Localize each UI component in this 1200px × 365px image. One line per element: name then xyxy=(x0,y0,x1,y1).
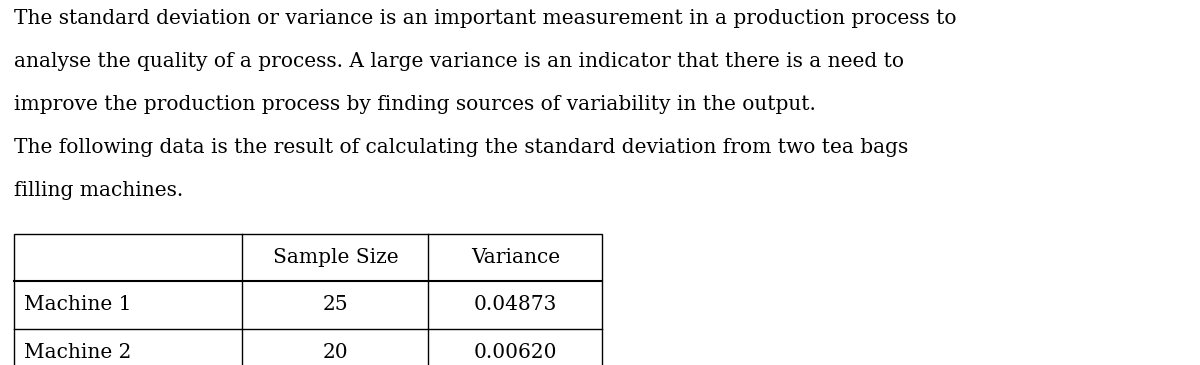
Text: The standard deviation or variance is an important measurement in a production p: The standard deviation or variance is an… xyxy=(14,9,956,28)
Text: filling machines.: filling machines. xyxy=(14,181,184,200)
Text: The following data is the result of calculating the standard deviation from two : The following data is the result of calc… xyxy=(14,138,908,157)
Text: Machine 1: Machine 1 xyxy=(24,295,132,314)
Text: 20: 20 xyxy=(323,343,348,362)
Text: 0.04873: 0.04873 xyxy=(474,295,557,314)
Text: 25: 25 xyxy=(323,295,348,314)
Text: Machine 2: Machine 2 xyxy=(24,343,131,362)
Text: Variance: Variance xyxy=(470,248,560,267)
Text: improve the production process by finding sources of variability in the output.: improve the production process by findin… xyxy=(14,95,816,114)
Text: 0.00620: 0.00620 xyxy=(474,343,557,362)
Text: analyse the quality of a process. A large variance is an indicator that there is: analyse the quality of a process. A larg… xyxy=(14,52,905,71)
Text: Sample Size: Sample Size xyxy=(272,248,398,267)
